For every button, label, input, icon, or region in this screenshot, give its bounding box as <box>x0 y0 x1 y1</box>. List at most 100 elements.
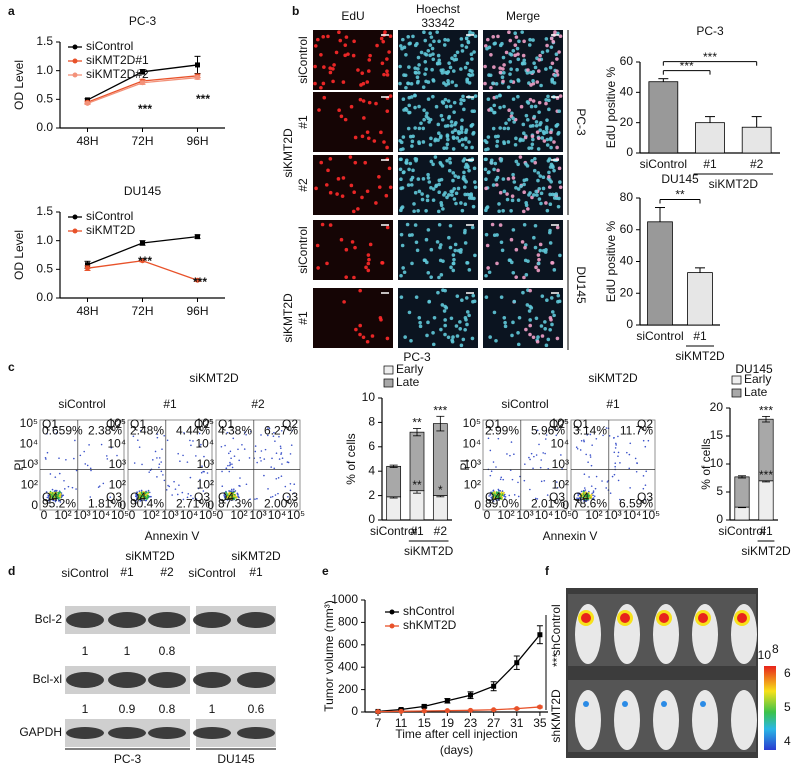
cell <box>510 260 514 265</box>
cell <box>554 124 559 128</box>
event-dot <box>587 493 590 495</box>
cell <box>484 186 488 191</box>
cell <box>545 118 549 122</box>
cell <box>549 45 554 49</box>
event-dot <box>230 490 233 492</box>
cell <box>540 50 545 55</box>
band-ratio: 1 <box>124 644 131 658</box>
cell <box>343 117 348 122</box>
event-dot <box>645 470 648 473</box>
cell <box>550 322 554 327</box>
cell <box>443 97 448 102</box>
cell <box>500 75 505 80</box>
event-dot <box>503 491 505 494</box>
x-tick-label: 15 <box>418 716 432 730</box>
cell <box>483 167 488 172</box>
cell <box>374 101 378 106</box>
x-tick-label: 10⁴ <box>268 508 287 522</box>
cell <box>550 61 555 66</box>
cell <box>516 52 520 56</box>
event-dot <box>140 498 142 501</box>
event-dot <box>55 432 58 434</box>
cell <box>438 135 443 140</box>
event-dot <box>510 441 513 443</box>
cell <box>452 58 457 62</box>
cell <box>488 335 492 339</box>
event-dot <box>499 492 502 495</box>
cell <box>545 137 550 142</box>
cell <box>537 197 542 201</box>
protein-label: Bcl-2 <box>35 612 63 626</box>
y-tick-label: 10³ <box>464 457 481 471</box>
signal <box>737 613 747 623</box>
cell <box>398 167 403 172</box>
event-dot <box>135 500 137 503</box>
cell <box>460 118 464 122</box>
marker <box>514 706 520 712</box>
event-dot <box>579 449 582 451</box>
event-dot <box>593 495 596 498</box>
cell <box>511 116 515 120</box>
event-dot <box>492 499 494 501</box>
cell <box>531 137 535 142</box>
cell <box>492 110 496 115</box>
event-dot <box>605 487 607 489</box>
cell <box>409 177 414 182</box>
cell <box>462 174 466 179</box>
cell <box>506 140 511 144</box>
marker <box>421 708 427 714</box>
event-dot <box>644 498 647 501</box>
cell <box>518 138 522 143</box>
event-dot <box>508 494 511 497</box>
cell <box>413 223 418 227</box>
cell <box>522 190 526 195</box>
event-dot <box>613 451 616 454</box>
event-dot <box>256 497 258 500</box>
event-dot <box>490 496 492 498</box>
event-dot <box>165 489 168 491</box>
cell <box>516 94 520 99</box>
cell <box>549 162 554 167</box>
cell <box>399 186 403 191</box>
event-dot <box>58 497 60 499</box>
cell <box>342 300 346 304</box>
cell <box>434 184 438 189</box>
cell <box>399 208 403 213</box>
cell <box>528 191 532 195</box>
marker <box>375 709 381 715</box>
cell <box>509 67 513 72</box>
cell <box>422 108 426 113</box>
cell <box>465 61 470 66</box>
event-dot <box>595 475 598 478</box>
cell <box>388 94 393 98</box>
band <box>237 612 275 628</box>
band-ratio: 1 <box>82 702 89 716</box>
cell <box>428 53 432 58</box>
cell <box>510 111 514 116</box>
cell <box>494 339 498 343</box>
event-dot <box>102 482 105 485</box>
event-dot <box>489 474 492 477</box>
event-dot <box>54 476 57 478</box>
event-dot <box>171 494 173 496</box>
quadrant-name: Q3 <box>282 490 298 504</box>
event-dot <box>271 457 273 460</box>
event-dot <box>538 443 540 446</box>
cell <box>377 174 381 179</box>
cell <box>502 63 506 67</box>
cell <box>331 79 335 84</box>
cell <box>435 61 440 66</box>
event-dot <box>137 439 139 441</box>
cell <box>408 134 413 139</box>
cell <box>531 79 535 83</box>
colorbar-base: 10 <box>758 648 772 662</box>
event-dot <box>585 498 588 501</box>
quadrant-name: Q2 <box>549 417 565 431</box>
event-dot <box>626 451 628 454</box>
event-dot <box>555 434 558 437</box>
event-dot <box>230 457 232 460</box>
cell <box>361 99 366 103</box>
event-dot <box>498 495 501 498</box>
cell <box>484 232 489 237</box>
event-dot <box>544 438 547 440</box>
